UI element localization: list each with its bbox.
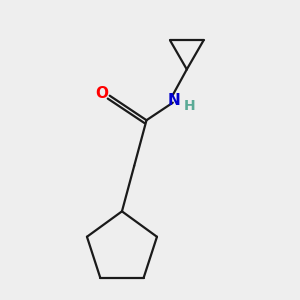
- Text: H: H: [183, 99, 195, 113]
- Text: O: O: [95, 86, 108, 101]
- Text: N: N: [167, 93, 180, 108]
